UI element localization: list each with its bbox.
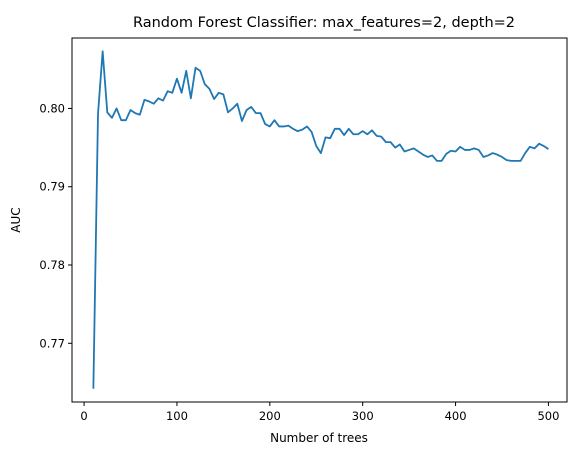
x-axis-label: Number of trees — [270, 431, 368, 445]
auc-series-line — [92, 50, 549, 389]
x-tick-label: 200 — [259, 409, 281, 423]
y-tick-label: 0.78 — [39, 258, 65, 272]
series-group — [92, 50, 549, 389]
plot-area-frame — [71, 37, 568, 403]
y-tick-label: 0.77 — [39, 336, 65, 350]
y-axis-label: AUC — [9, 207, 23, 232]
x-axis-ticks: 0 100 200 300 400 500 — [80, 402, 559, 423]
chart-title: Random Forest Classifier: max_features=2… — [133, 15, 515, 31]
y-tick-label: 0.79 — [39, 180, 65, 194]
x-tick-label: 300 — [352, 409, 374, 423]
x-tick-label: 0 — [80, 409, 87, 423]
y-axis-ticks: 0.77 0.78 0.79 0.80 — [39, 101, 72, 350]
y-tick-label: 0.80 — [39, 101, 65, 115]
x-tick-label: 500 — [537, 409, 559, 423]
x-tick-label: 100 — [166, 409, 188, 423]
x-tick-label: 400 — [445, 409, 467, 423]
